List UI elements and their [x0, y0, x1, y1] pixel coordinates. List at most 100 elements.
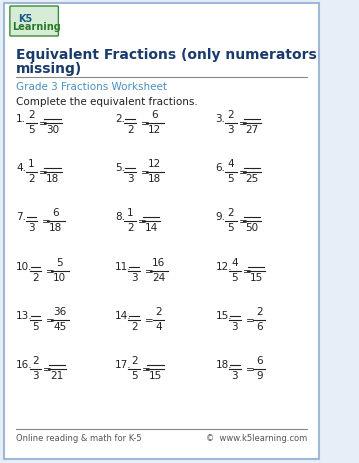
Text: 14.: 14. [115, 310, 132, 320]
Text: 36: 36 [53, 307, 66, 316]
Text: 3: 3 [32, 370, 39, 380]
Text: 6: 6 [256, 355, 262, 365]
Text: 2: 2 [228, 110, 234, 120]
Text: K5: K5 [18, 14, 32, 24]
Text: 9.: 9. [216, 212, 225, 221]
Text: 5: 5 [228, 223, 234, 232]
Text: =: = [141, 119, 150, 129]
Text: missing): missing) [16, 62, 83, 76]
Text: 2: 2 [155, 307, 162, 316]
Text: 21: 21 [50, 370, 63, 380]
Text: 3: 3 [232, 321, 238, 332]
Text: 10: 10 [53, 272, 66, 282]
FancyBboxPatch shape [10, 7, 59, 37]
Text: 4.: 4. [16, 163, 26, 173]
Text: 15: 15 [149, 370, 162, 380]
Text: 5: 5 [131, 370, 137, 380]
Text: ©  www.k5learning.com: © www.k5learning.com [206, 433, 307, 442]
Text: 13.: 13. [16, 310, 33, 320]
Text: 2: 2 [28, 174, 35, 184]
Text: 1.: 1. [16, 114, 26, 124]
Text: 5: 5 [232, 272, 238, 282]
Text: 4: 4 [228, 159, 234, 169]
Text: 2: 2 [32, 355, 39, 365]
Text: 6.: 6. [216, 163, 225, 173]
Text: 6: 6 [151, 110, 158, 120]
Text: 8.: 8. [115, 212, 125, 221]
Text: 5: 5 [32, 321, 39, 332]
Text: =: = [138, 217, 147, 226]
Text: Complete the equivalent fractions.: Complete the equivalent fractions. [16, 97, 198, 107]
Text: 2: 2 [131, 321, 137, 332]
Text: =: = [141, 168, 150, 178]
FancyBboxPatch shape [4, 4, 319, 459]
Text: 3: 3 [228, 125, 234, 135]
Text: 3: 3 [127, 174, 134, 184]
Text: =: = [43, 364, 52, 374]
Text: 16.: 16. [16, 359, 33, 369]
Text: =: = [46, 315, 55, 325]
Text: 5: 5 [228, 174, 234, 184]
Text: 2: 2 [32, 272, 39, 282]
Text: 12.: 12. [216, 262, 232, 271]
Text: 12: 12 [148, 159, 161, 169]
Text: Online reading & math for K-5: Online reading & math for K-5 [16, 433, 142, 442]
Text: =: = [142, 364, 151, 374]
Text: 25: 25 [245, 174, 258, 184]
Text: =: = [239, 217, 247, 226]
Text: 9: 9 [256, 370, 262, 380]
Text: =: = [246, 364, 255, 374]
Text: =: = [243, 266, 251, 276]
Text: =: = [39, 168, 48, 178]
Text: =: = [42, 217, 51, 226]
Text: 2: 2 [127, 223, 134, 232]
Text: 7.: 7. [16, 212, 26, 221]
Text: 15.: 15. [216, 310, 232, 320]
Text: Grade 3 Fractions Worksheet: Grade 3 Fractions Worksheet [16, 82, 167, 92]
Text: 5.: 5. [115, 163, 125, 173]
Text: 2.: 2. [115, 114, 125, 124]
Text: =: = [145, 266, 154, 276]
Text: 3.: 3. [216, 114, 225, 124]
Text: =: = [239, 168, 247, 178]
Text: 3: 3 [28, 223, 35, 232]
Text: 1: 1 [28, 159, 35, 169]
Text: 14: 14 [145, 223, 158, 232]
Text: 12: 12 [148, 125, 161, 135]
Text: 3: 3 [131, 272, 137, 282]
Text: 4: 4 [232, 257, 238, 268]
Text: =: = [239, 119, 247, 129]
Text: 6: 6 [256, 321, 262, 332]
Text: 18.: 18. [216, 359, 232, 369]
Text: 2: 2 [131, 355, 137, 365]
Text: 17.: 17. [115, 359, 132, 369]
Text: 2: 2 [127, 125, 134, 135]
Text: =: = [145, 315, 154, 325]
Text: Equivalent Fractions (only numerators: Equivalent Fractions (only numerators [16, 48, 317, 62]
Text: 27: 27 [245, 125, 258, 135]
Text: 24: 24 [152, 272, 165, 282]
Text: Learning: Learning [13, 22, 61, 32]
Text: 2: 2 [256, 307, 262, 316]
Text: 18: 18 [46, 174, 59, 184]
Text: 11.: 11. [115, 262, 132, 271]
Text: 18: 18 [148, 174, 161, 184]
Text: =: = [39, 119, 48, 129]
Text: 3: 3 [232, 370, 238, 380]
Text: 15: 15 [250, 272, 263, 282]
Text: =: = [246, 315, 255, 325]
Text: 50: 50 [246, 223, 258, 232]
Text: =: = [46, 266, 55, 276]
Text: 5: 5 [28, 125, 35, 135]
Text: 16: 16 [152, 257, 165, 268]
Text: 2: 2 [228, 207, 234, 218]
Text: 18: 18 [49, 223, 62, 232]
Text: 45: 45 [53, 321, 66, 332]
Text: 6: 6 [52, 207, 59, 218]
Text: 30: 30 [46, 125, 59, 135]
Text: 1: 1 [127, 207, 134, 218]
Text: 10.: 10. [16, 262, 33, 271]
Text: 2: 2 [28, 110, 35, 120]
Text: 4: 4 [155, 321, 162, 332]
Text: 5: 5 [56, 257, 63, 268]
